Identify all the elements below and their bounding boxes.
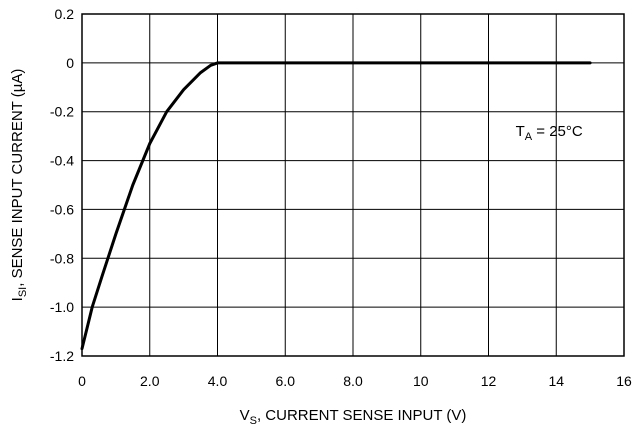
series-layer [80,61,592,351]
x-tick-label: 0 [78,373,86,389]
y-tick-label: -0.6 [50,201,74,217]
x-tick-label: 6.0 [276,373,296,389]
y-axis-title: ISI, SENSE INPUT CURRENT (µA) [9,69,29,302]
x-tick-label: 16 [616,373,632,389]
x-tick-label: 10 [413,373,429,389]
y-tick-labels: 0.2 0 -0.2 -0.4 -0.6 -0.8 -1.0 -1.2 [50,6,74,364]
x-axis-title: VS, CURRENT SENSE INPUT (V) [240,407,467,427]
y-tick-label: -1.0 [50,299,74,315]
x-tick-label: 12 [481,373,497,389]
x-tick-label: 4.0 [208,373,228,389]
grid-lines [82,14,624,356]
y-tick-label: -1.2 [50,348,74,364]
plot-frame [81,13,625,357]
series-line [80,61,592,351]
y-tick-label: -0.8 [50,250,74,266]
y-tick-label: -0.2 [50,104,74,120]
y-tick-label: -0.4 [50,153,74,169]
y-tick-label: 0 [66,55,74,71]
temperature-annotation: TA = 25°C [516,123,583,143]
y-tick-label: 0.2 [55,6,75,22]
x-tick-label: 2.0 [140,373,160,389]
x-tick-label: 14 [548,373,564,389]
x-tick-label: 8.0 [343,373,363,389]
x-tick-labels: 0 2.0 4.0 6.0 8.0 10 12 14 16 [78,373,632,389]
